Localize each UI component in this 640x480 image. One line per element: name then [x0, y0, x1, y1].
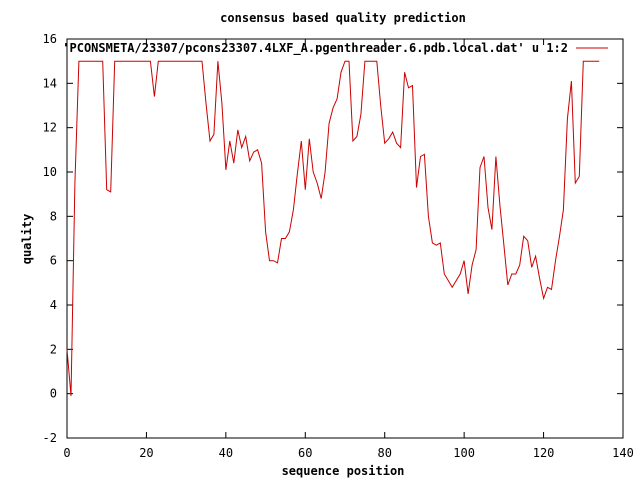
x-tick-labels: 0 20 40 60 80 100 120 140: [63, 446, 633, 460]
y-tick-label-1: 0: [50, 387, 57, 401]
x-tick-label-1: 20: [139, 446, 153, 460]
series-line-0: [66, 60, 600, 396]
y-tick-labels: -2 0 2 4 6 8 10 12 14 16: [43, 32, 57, 445]
x-axis-label: sequence position: [282, 464, 405, 478]
legend: 'PCONSMETA/23307/pcons23307.4LXF_A.pgent…: [62, 41, 608, 56]
y-tick-label-2: 2: [50, 342, 57, 356]
y-tick-label-5: 8: [50, 209, 57, 223]
y-tick-label-8: 14: [43, 76, 57, 90]
y-tick-label-6: 10: [43, 165, 57, 179]
legend-label: 'PCONSMETA/23307/pcons23307.4LXF_A.pgent…: [62, 41, 568, 56]
series-layer: [66, 60, 600, 396]
y-tick-label-7: 12: [43, 121, 57, 135]
y-axis-label: quality: [20, 214, 34, 265]
x-tick-label-2: 40: [219, 446, 233, 460]
plot-frame: [66, 38, 624, 439]
chart-title: consensus based quality prediction: [220, 11, 466, 25]
y-tick-label-0: -2: [43, 431, 57, 445]
x-tick-label-0: 0: [63, 446, 70, 460]
x-tick-label-5: 100: [453, 446, 475, 460]
y-tick-label-3: 4: [50, 298, 57, 312]
x-tick-label-3: 60: [298, 446, 312, 460]
y-tick-label-9: 16: [43, 32, 57, 46]
x-tick-label-4: 80: [377, 446, 391, 460]
x-tick-label-7: 140: [612, 446, 634, 460]
axis-ticks: [66, 38, 624, 439]
y-tick-label-4: 6: [50, 254, 57, 268]
x-tick-label-6: 120: [533, 446, 555, 460]
